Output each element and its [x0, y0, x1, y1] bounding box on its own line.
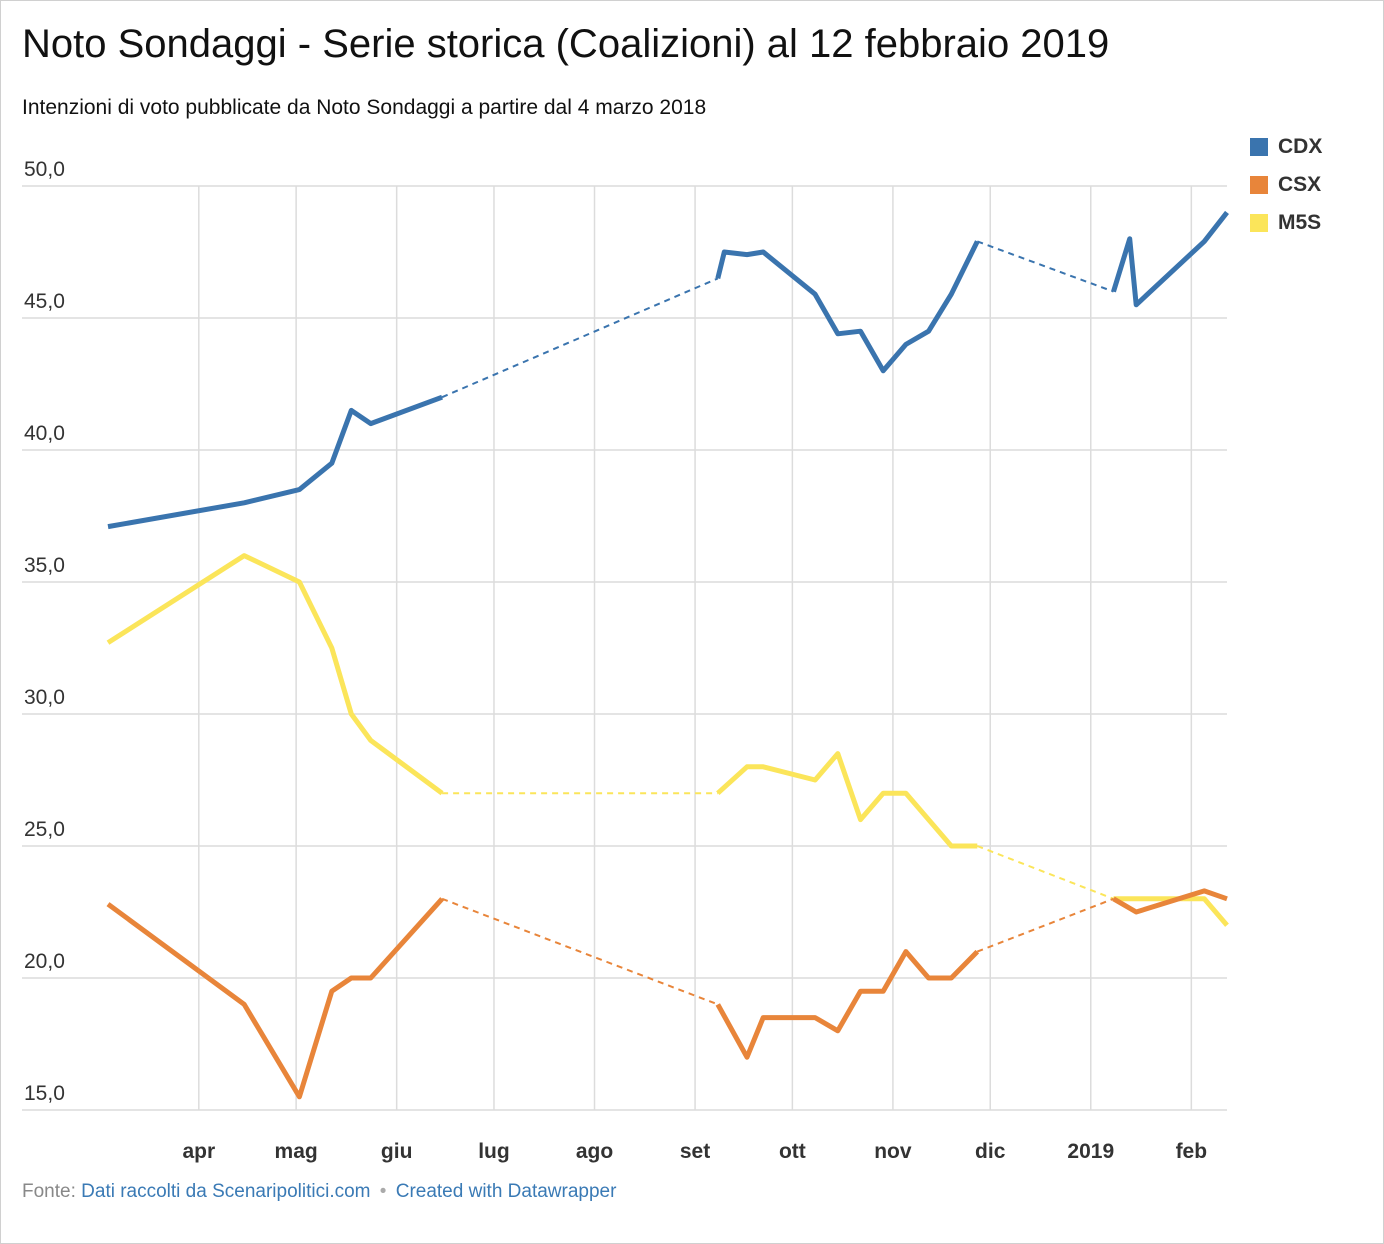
legend-swatch-m5s [1250, 214, 1268, 232]
series-csx-gap-line [441, 897, 719, 1006]
footer-separator: • [379, 1181, 387, 1202]
series-m5s-line [106, 553, 444, 796]
series-cdx-line [715, 240, 980, 374]
series-csx-line [715, 949, 980, 1060]
x-tick-label: giu [381, 1140, 413, 1163]
series-cdx-gap-line [976, 240, 1114, 293]
chart-title: Noto Sondaggi - Serie storica (Coalizion… [22, 22, 1110, 66]
x-tick-label: ott [779, 1140, 806, 1163]
footer: Fonte: Dati raccolti da Scenaripolitici.… [22, 1181, 616, 1203]
legend-label-m5s: M5S [1278, 211, 1322, 234]
legend-item-m5s[interactable]: M5S [1250, 204, 1322, 242]
x-tick-label: apr [182, 1140, 215, 1163]
x-tick-label: ago [576, 1140, 613, 1163]
legend-item-cdx[interactable]: CDX [1250, 128, 1322, 166]
x-tick-label: 2019 [1067, 1140, 1114, 1163]
legend-label-csx: CSX [1278, 173, 1322, 196]
x-tick-label: mag [275, 1140, 318, 1163]
series-m5s-line [1113, 896, 1229, 927]
y-tick-label: 25,0 [24, 818, 65, 841]
y-tick-label: 15,0 [24, 1082, 65, 1105]
series-cdx-gap-line [441, 277, 719, 399]
chart-subtitle: Intenzioni di voto pubblicate da Noto So… [22, 96, 707, 119]
x-tick-label: feb [1176, 1140, 1208, 1163]
legend-item-csx[interactable]: CSX [1250, 166, 1322, 204]
series-m5s-line [716, 751, 978, 849]
datawrapper-link[interactable]: Created with Datawrapper [395, 1181, 617, 1202]
series-cdx-line [107, 394, 443, 530]
x-tick-label: nov [874, 1140, 912, 1163]
y-tick-label: 30,0 [24, 686, 65, 709]
y-tick-label: 35,0 [24, 554, 65, 577]
legend-label-cdx: CDX [1278, 135, 1323, 158]
legend-swatch-csx [1250, 176, 1268, 194]
x-tick-label: set [680, 1140, 710, 1163]
series-csx-gap-line [976, 897, 1114, 953]
series-m5s-gap-line [976, 845, 1114, 900]
y-tick-label: 40,0 [24, 422, 65, 445]
series-csx-line [1112, 888, 1228, 915]
source-label: Fonte: [22, 1181, 76, 1202]
legend-swatch-cdx [1250, 138, 1268, 156]
series-csx-line [106, 897, 444, 1100]
y-tick-label: 45,0 [24, 290, 65, 313]
y-tick-label: 50,0 [24, 158, 65, 181]
legend: CDX CSX M5S [1250, 128, 1322, 242]
source-link[interactable]: Dati raccolti da Scenaripolitici.com [81, 1181, 371, 1202]
y-tick-label: 20,0 [24, 950, 65, 973]
x-tick-label: dic [975, 1140, 1006, 1163]
series-cdx-line [1111, 210, 1229, 308]
x-tick-label: lug [478, 1140, 510, 1163]
